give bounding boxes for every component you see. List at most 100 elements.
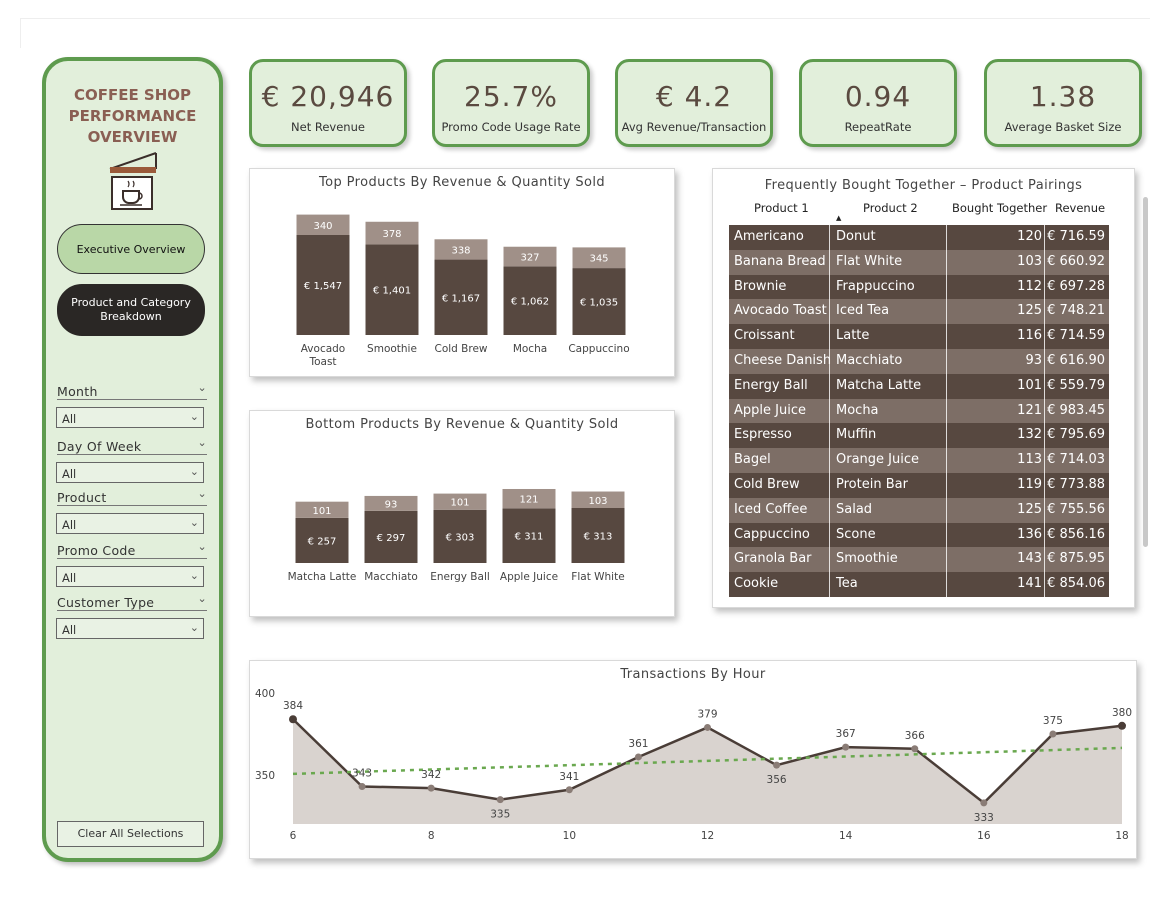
table-row[interactable]: Croissant Latte 116 € 714.59 xyxy=(729,324,1109,349)
category-tick-label: Avocado xyxy=(301,343,346,355)
table-cell: 141 xyxy=(1017,576,1042,592)
table-cell: 125 xyxy=(1017,303,1042,319)
table-row[interactable]: Bagel Orange Juice 113 € 714.03 xyxy=(729,448,1109,473)
kpi-card-basket-size: 1.38 Average Basket Size xyxy=(984,59,1142,147)
trend-line xyxy=(292,746,1123,776)
y-tick-label: 400 xyxy=(255,688,275,700)
executive-overview-button[interactable]: Executive Overview xyxy=(57,224,205,274)
filter-product-value: All xyxy=(62,518,77,532)
x-tick-label: 10 xyxy=(563,830,576,842)
revenue-data-label: € 303 xyxy=(446,532,475,543)
category-tick-label: Flat White xyxy=(571,571,624,583)
data-point xyxy=(496,796,504,804)
table-title: Frequently Bought Together – Product Pai… xyxy=(764,178,1083,193)
chart-title: Transactions By Hour xyxy=(620,667,766,682)
filter-promo-code-label[interactable]: Promo Code ⌄ xyxy=(57,540,207,559)
category-tick-label: Apple Juice xyxy=(500,571,558,583)
transactions-by-hour-chart: Transactions By Hour 384 343 342 335 341 361 3… xyxy=(249,660,1137,859)
chevron-down-icon: ⌄ xyxy=(189,516,199,529)
table-cell: € 856.16 xyxy=(1047,526,1105,542)
table-row[interactable]: Cappuccino Scone 136 € 856.16 xyxy=(729,522,1109,548)
table-cell: € 616.90 xyxy=(1047,353,1105,368)
data-label: 335 xyxy=(490,809,510,821)
filter-month-label[interactable]: Month ⌄ xyxy=(57,381,207,400)
table-cell: € 714.03 xyxy=(1047,452,1105,468)
kpi-card-promo-usage: 25.7% Promo Code Usage Rate xyxy=(432,59,590,147)
kpi-value: € 4.2 xyxy=(655,80,733,113)
data-point xyxy=(842,743,850,751)
table-row[interactable]: Cheese Danish Macchiato 93 € 616.90 xyxy=(729,349,1109,374)
table-cell: Macchiato xyxy=(836,353,903,368)
filter-month-select[interactable]: All ⌄ xyxy=(56,407,204,428)
col-header-product-1[interactable]: Product 1 xyxy=(754,201,809,215)
table-row[interactable]: Americano Donut 120 € 716.59 xyxy=(729,225,1109,250)
filter-day-of-week-value: All xyxy=(62,467,77,481)
filter-product-label[interactable]: Product ⌄ xyxy=(57,487,207,506)
table-cell: € 748.21 xyxy=(1047,303,1105,319)
area-fill xyxy=(293,719,1122,824)
table-row[interactable]: Brownie Frappuccino 112 € 697.28 xyxy=(729,274,1109,300)
col-header-revenue[interactable]: Revenue xyxy=(1055,201,1106,215)
table-row[interactable]: Cold Brew Protein Bar 119 € 773.88 xyxy=(729,473,1109,498)
chart-title: Bottom Products By Revenue & Quantity So… xyxy=(305,417,619,432)
table-cell: Avocado Toast xyxy=(734,303,827,319)
table-scrollbar[interactable] xyxy=(1143,197,1148,547)
revenue-bar xyxy=(295,517,349,563)
revenue-data-label: € 1,167 xyxy=(442,293,480,304)
table-row[interactable]: Apple Juice Mocha 121 € 983.45 xyxy=(729,398,1109,424)
table-row[interactable]: Granola Bar Smoothie 143 € 875.95 xyxy=(729,547,1109,573)
revenue-bar xyxy=(503,266,557,335)
revenue-bar xyxy=(364,510,418,563)
filter-product-label-text: Product xyxy=(57,490,107,505)
product-category-breakdown-button[interactable]: Product and Category Breakdown xyxy=(57,284,205,336)
page-top-border xyxy=(20,18,1150,19)
table-cell: Brownie xyxy=(734,278,787,294)
table-row[interactable]: Espresso Muffin 132 € 795.69 xyxy=(729,423,1109,449)
table-row[interactable]: Iced Coffee Salad 125 € 755.56 xyxy=(729,497,1109,523)
chevron-down-icon: ⌄ xyxy=(197,487,207,500)
table-cell: 93 xyxy=(1025,353,1042,368)
chevron-down-icon: ⌄ xyxy=(189,569,199,582)
kpi-label: Average Basket Size xyxy=(1004,120,1122,134)
filter-day-of-week-select[interactable]: All ⌄ xyxy=(56,462,204,483)
table-cell: Cheese Danish xyxy=(734,353,832,368)
dashboard-title: COFFEE SHOP PERFORMANCE OVERVIEW xyxy=(46,85,219,148)
transactions-svg: 384 343 342 335 341 361 379 356 367 366 333 375 380 6… xyxy=(255,688,1132,842)
table-cell: € 854.06 xyxy=(1047,576,1105,592)
data-label: 375 xyxy=(1043,715,1063,727)
filter-day-of-week-label[interactable]: Day Of Week ⌄ xyxy=(57,436,207,455)
data-point xyxy=(1049,730,1057,738)
table-cell: Cappuccino xyxy=(734,526,810,542)
filter-customer-type-select[interactable]: All ⌄ xyxy=(56,618,204,639)
column-divider xyxy=(1044,225,1045,597)
col-header-product-2[interactable]: Product 2 xyxy=(863,201,918,215)
data-point xyxy=(980,799,988,807)
filter-product-select[interactable]: All ⌄ xyxy=(56,513,204,534)
table-cell: € 795.69 xyxy=(1047,427,1105,443)
quantity-bar xyxy=(433,493,487,510)
filter-customer-type-label[interactable]: Customer Type ⌄ xyxy=(57,592,207,611)
col-header-bought-together[interactable]: Bought Together xyxy=(952,201,1048,215)
table-row[interactable]: Banana Bread Flat White 103 € 660.92 xyxy=(729,249,1109,275)
x-tick-label: 8 xyxy=(428,830,435,842)
table-row[interactable]: Cookie Tea 141 € 854.06 xyxy=(729,572,1109,597)
kpi-card-repeat-rate: 0.94 RepeatRate xyxy=(799,59,957,147)
table-cell: Energy Ball xyxy=(734,377,808,393)
x-tick-label: 16 xyxy=(977,830,991,842)
table-row[interactable]: Energy Ball Matcha Latte 101 € 559.79 xyxy=(729,373,1109,399)
table-cell: Matcha Latte xyxy=(836,377,922,393)
table-row[interactable]: Avocado Toast Iced Tea 125 € 748.21 xyxy=(729,299,1109,325)
title-line-3: OVERVIEW xyxy=(87,128,178,146)
clear-all-selections-button[interactable]: Clear All Selections xyxy=(57,821,204,847)
kpi-label: RepeatRate xyxy=(844,120,912,134)
x-tick-label: 6 xyxy=(290,830,297,842)
category-tick-label: Smoothie xyxy=(367,343,417,355)
filter-month-value: All xyxy=(62,412,77,426)
page-left-border xyxy=(20,18,21,48)
revenue-data-label: € 313 xyxy=(584,532,613,543)
filter-promo-code-select[interactable]: All ⌄ xyxy=(56,566,204,587)
chevron-down-icon: ⌄ xyxy=(189,621,199,634)
category-tick-label: Energy Ball xyxy=(430,571,490,583)
data-label: 366 xyxy=(905,730,925,742)
category-tick-label: Macchiato xyxy=(364,571,418,583)
